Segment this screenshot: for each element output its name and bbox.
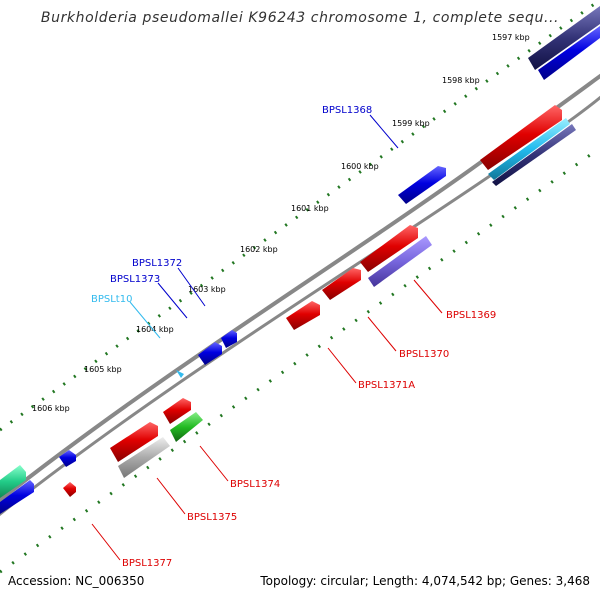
gene-feature[interactable]: [221, 330, 237, 348]
genome-summary-text: Topology: circular; Length: 4,074,542 bp…: [260, 574, 590, 588]
label-leaders: [91, 114, 443, 561]
gene-feature[interactable]: [492, 124, 576, 186]
gene-label-bpsl1372[interactable]: BPSL1372: [132, 258, 182, 269]
map-title: Burkholderia pseudomallei K96243 chromos…: [40, 10, 560, 26]
gene-feature-bpsl1369-a[interactable]: [360, 225, 418, 272]
gene-label-bpslt10[interactable]: BPSLt10: [91, 294, 132, 305]
kbp-tick-label: 1597 kbp: [492, 33, 530, 42]
gene-feature-bpsl1374-a[interactable]: [163, 398, 191, 424]
gene-feature[interactable]: [198, 342, 222, 365]
kbp-tick-label: 1602 kbp: [240, 245, 278, 254]
kbp-tick-label: 1604 kbp: [136, 325, 174, 334]
reverse-features: [63, 105, 576, 497]
gene-feature-bpsl1377[interactable]: [63, 482, 76, 497]
gene-label-bpsl1374[interactable]: BPSL1374: [230, 479, 280, 490]
gene-feature-bpsl1375-b[interactable]: [118, 437, 170, 478]
gene-feature[interactable]: [538, 26, 600, 80]
gene-feature[interactable]: [528, 6, 600, 70]
kbp-tick-label: 1598 kbp: [442, 76, 480, 85]
gene-feature-bpsl1368[interactable]: [398, 166, 446, 204]
gene-label-bpsl1375[interactable]: BPSL1375: [187, 512, 237, 523]
gene-feature-bpsl1369-b[interactable]: [368, 236, 432, 287]
forward-features: [0, 6, 600, 514]
gene-feature-bpsl1374-b[interactable]: [170, 412, 203, 442]
gene-feature-bpsl1371a[interactable]: [286, 301, 320, 330]
gene-feature[interactable]: [0, 480, 34, 514]
kbp-tick-label: 1603 kbp: [188, 285, 226, 294]
gene-label-bpsl1377[interactable]: BPSL1377: [122, 558, 172, 569]
backbone-outer: [0, 73, 600, 503]
gene-label-bpsl1370[interactable]: BPSL1370: [399, 349, 449, 360]
gene-feature[interactable]: [480, 105, 562, 170]
kbp-tick-label: 1600 kbp: [341, 162, 379, 171]
kbp-tick-label: 1606 kbp: [32, 404, 70, 413]
kbp-ticks: 1597 kbp 1598 kbp 1599 kbp 1600 kbp 1601…: [32, 33, 530, 413]
gene-label-bpsl1373[interactable]: BPSL1373: [110, 274, 160, 285]
gene-feature[interactable]: [59, 450, 76, 467]
kbp-tick-label: 1599 kbp: [392, 119, 430, 128]
gene-label-bpsl1368[interactable]: BPSL1368: [322, 105, 372, 116]
gene-label-bpsl1371a[interactable]: BPSL1371A: [358, 380, 415, 391]
gene-label-bpsl1369[interactable]: BPSL1369: [446, 310, 496, 321]
gene-labels: BPSL1368 BPSL1372 BPSL1373 BPSLt10 BPSL1…: [91, 105, 496, 569]
gene-feature-bpsl1375-a[interactable]: [110, 422, 158, 462]
kbp-tick-label: 1605 kbp: [84, 365, 122, 374]
gene-feature[interactable]: [0, 465, 26, 498]
gene-feature-bpsl1370[interactable]: [322, 268, 361, 300]
gene-feature[interactable]: [488, 118, 570, 180]
backbone-inner: [0, 95, 600, 516]
trna-feature-bpslt10[interactable]: [176, 370, 184, 378]
accession-text: Accession: NC_006350: [8, 574, 145, 588]
kbp-tick-label: 1601 kbp: [291, 204, 329, 213]
